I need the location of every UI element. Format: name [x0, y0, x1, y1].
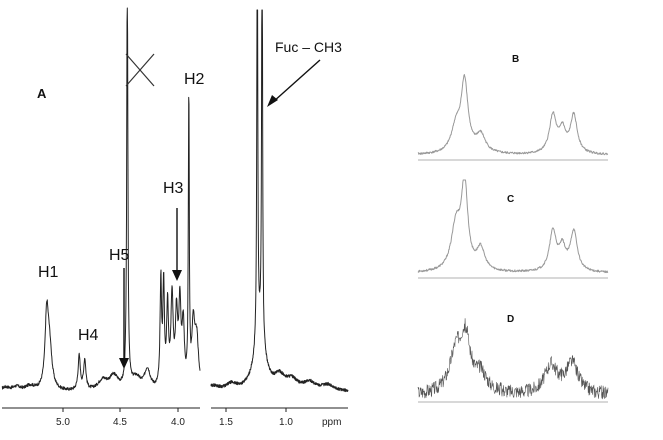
tick-label-4-0: 4.0	[171, 417, 185, 428]
spectrum-b	[417, 74, 609, 156]
spectrum-d	[417, 318, 609, 400]
panel-a-ch3: 1.5 1.0 ppm Fuc – CH3	[210, 9, 349, 428]
peak-label-h5: H5	[109, 247, 130, 264]
tick-label-5-0: 5.0	[56, 417, 70, 428]
panel-label-c: C	[507, 194, 514, 205]
panel-d: D	[417, 314, 609, 403]
panel-label-d: D	[507, 314, 514, 325]
spectrum-c	[417, 179, 609, 274]
panel-a: A 5.0 4.5 4.0 H1 H4 H5 H3 H2	[1, 7, 205, 428]
panel-b: B	[417, 54, 609, 161]
arrowhead-h3	[172, 270, 182, 281]
peak-label-h3: H3	[163, 180, 184, 197]
tick-label-4-5: 4.5	[113, 417, 127, 428]
x-axis-label-ppm: ppm	[322, 417, 341, 428]
peak-label-h2: H2	[184, 71, 205, 88]
panel-label-a: A	[37, 86, 47, 101]
peak-label-h1: H1	[38, 264, 59, 281]
spectrum-a-left	[1, 7, 201, 391]
spectrum-a-right	[210, 9, 349, 393]
crossed-peak-mark-2	[125, 53, 155, 87]
panel-c: C	[417, 179, 609, 279]
arrow-fuc-ch3	[272, 59, 321, 103]
arrowhead-h5	[119, 358, 129, 369]
peak-label-fuc-ch3: Fuc – CH3	[275, 39, 342, 55]
panel-label-b: B	[512, 54, 519, 65]
arrowhead-fuc-ch3	[267, 95, 278, 107]
tick-label-1-0: 1.0	[279, 417, 293, 428]
tick-label-1-5: 1.5	[219, 417, 233, 428]
peak-label-h4: H4	[78, 327, 99, 344]
